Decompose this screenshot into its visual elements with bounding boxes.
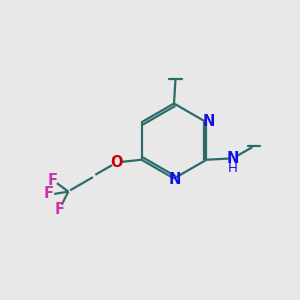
Text: F: F (55, 202, 65, 217)
Text: H: H (228, 162, 238, 175)
Text: F: F (44, 186, 54, 202)
Text: N: N (202, 113, 215, 128)
Text: N: N (169, 172, 182, 187)
Text: N: N (227, 151, 239, 166)
Text: F: F (48, 173, 58, 188)
Text: O: O (111, 155, 123, 170)
